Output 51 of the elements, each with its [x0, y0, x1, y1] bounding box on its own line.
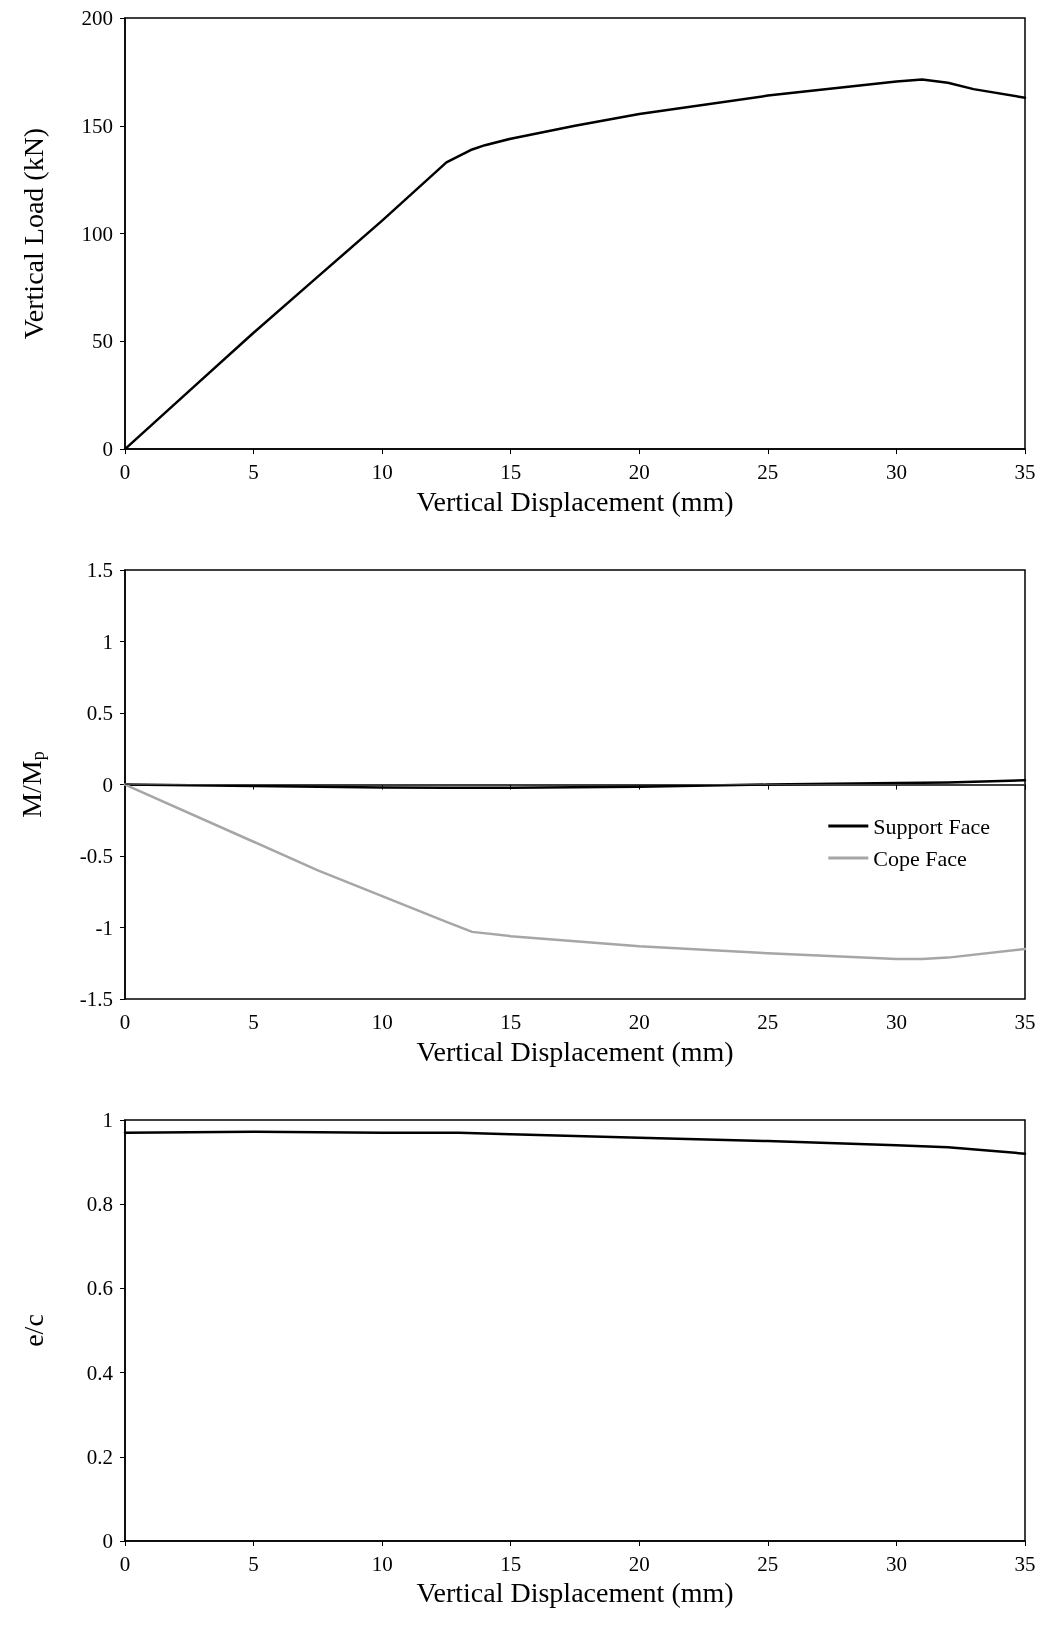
y-axis-title: M/Mp: [15, 751, 48, 818]
line-series: [123, 783, 1027, 961]
x-tick-label: 5: [248, 1009, 259, 1034]
y-tick-label: 0: [102, 1529, 113, 1553]
y-axis-title: Vertical Load (kN): [17, 127, 49, 340]
x-tick-label: 20: [628, 1551, 650, 1576]
x-tick-label: 20: [628, 1009, 650, 1034]
x-tick-label: 25: [757, 1551, 779, 1576]
x-tick-label: 30: [885, 1009, 907, 1034]
x-tick-label: 10: [371, 1009, 393, 1034]
x-tick-label: 20: [628, 459, 650, 484]
x-tick-label: 30: [885, 1551, 907, 1576]
y-tick-label: 0.5: [86, 701, 113, 726]
y-tick-label: 150: [81, 113, 113, 138]
x-tick-label: 15: [500, 459, 522, 484]
y-tick-label: 0.4: [86, 1360, 114, 1385]
x-tick-label: 25: [757, 459, 779, 484]
y-tick-label: 0.2: [86, 1444, 113, 1469]
x-tick-label: 15: [500, 1551, 522, 1576]
y-tick-label: 50: [92, 329, 113, 354]
x-tick-label: 5: [248, 459, 259, 484]
x-tick-label: 10: [371, 1551, 393, 1576]
y-axis-title: e/c: [17, 1314, 49, 1347]
y-tick-label: -1: [95, 915, 113, 940]
x-tick-label: 10: [371, 459, 393, 484]
y-tick-label: 1: [102, 1108, 113, 1132]
x-tick-label: 0: [119, 1009, 131, 1034]
x-tick-label: 35: [1014, 459, 1036, 484]
x-tick-label: 0: [119, 1551, 131, 1576]
x-tick-label: 15: [500, 1009, 522, 1034]
y-tick-label: 1.5: [86, 558, 113, 582]
x-tick-label: 25: [757, 1009, 779, 1034]
y-tick-label: 0.6: [86, 1276, 113, 1301]
y-tick-label: 200: [81, 6, 113, 30]
legend-label: Support Face: [873, 813, 990, 839]
y-tick-label: 0.8: [86, 1192, 113, 1217]
x-tick-label: 0: [119, 459, 131, 484]
x-tick-label: 5: [248, 1551, 259, 1576]
y-tick-label: -0.5: [79, 844, 113, 869]
x-axis-title: Vertical Displacement (mm): [416, 1577, 734, 1609]
x-axis-title: Vertical Displacement (mm): [416, 1035, 734, 1067]
x-axis-title: Vertical Displacement (mm): [416, 485, 734, 517]
x-tick-label: 30: [885, 459, 907, 484]
y-tick-label: -1.5: [79, 987, 113, 1012]
y-tick-label: 100: [81, 221, 113, 246]
legend-label: Cope Face: [873, 845, 967, 871]
y-tick-label: 0: [102, 437, 113, 462]
y-tick-label: 0: [102, 772, 113, 797]
y-tick-label: 1: [102, 629, 113, 654]
x-tick-label: 35: [1014, 1009, 1036, 1034]
x-tick-label: 35: [1014, 1551, 1036, 1576]
